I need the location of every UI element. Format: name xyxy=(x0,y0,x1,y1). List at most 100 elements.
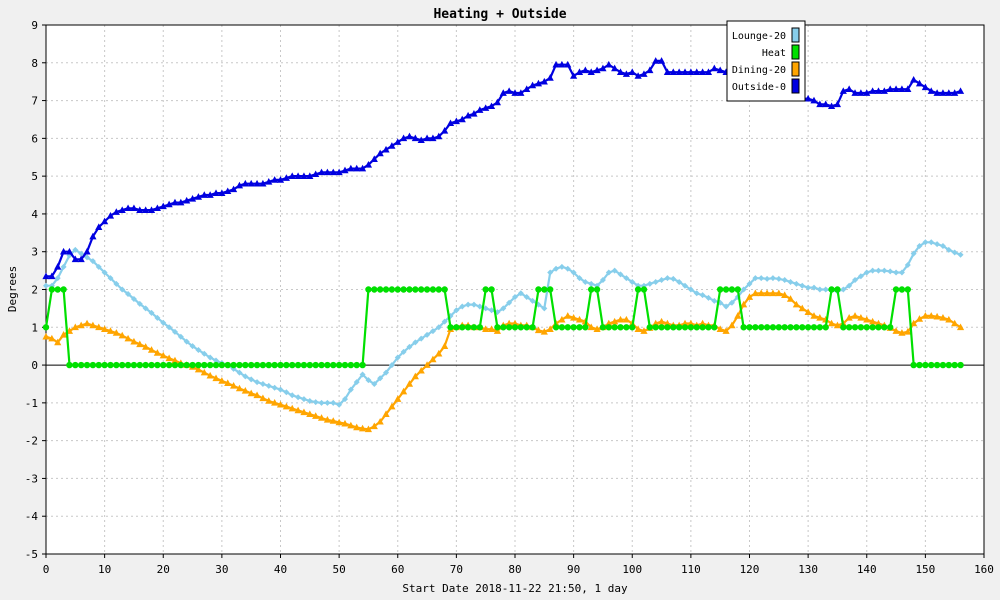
data-point xyxy=(254,379,261,386)
data-point xyxy=(241,386,249,394)
data-point xyxy=(957,361,964,369)
data-point xyxy=(910,75,918,83)
data-point xyxy=(898,269,905,276)
data-point xyxy=(324,399,331,406)
data-point xyxy=(177,198,185,206)
data-point xyxy=(716,66,724,74)
data-point xyxy=(165,354,173,362)
data-point xyxy=(289,392,296,399)
data-point xyxy=(323,416,331,423)
data-point xyxy=(271,361,278,369)
y-tick-label: 4 xyxy=(31,208,38,221)
data-point xyxy=(869,87,877,94)
data-point xyxy=(523,294,530,301)
plot-frame xyxy=(45,24,985,555)
data-point xyxy=(494,324,501,331)
data-point xyxy=(487,325,496,332)
data-point xyxy=(840,324,847,331)
data-point xyxy=(939,243,946,250)
data-point xyxy=(277,386,284,393)
data-point xyxy=(722,327,730,334)
data-point xyxy=(317,414,326,421)
data-point xyxy=(711,297,718,304)
data-point xyxy=(927,312,935,319)
data-point xyxy=(893,269,900,276)
data-point xyxy=(898,286,906,293)
data-point xyxy=(734,286,741,293)
data-point xyxy=(523,324,530,331)
data-point xyxy=(669,68,677,76)
data-point xyxy=(957,251,964,258)
data-point xyxy=(652,57,660,64)
data-point xyxy=(59,331,68,338)
data-point xyxy=(921,312,929,319)
data-point xyxy=(564,312,572,319)
legend-label: Dining-20 xyxy=(732,65,786,76)
data-point xyxy=(394,354,401,361)
data-point xyxy=(851,324,859,331)
data-point xyxy=(453,324,460,331)
data-point xyxy=(136,361,143,369)
data-point xyxy=(505,87,513,94)
data-point xyxy=(470,109,478,117)
data-point xyxy=(418,286,425,293)
data-point xyxy=(224,187,232,195)
data-point xyxy=(887,268,894,275)
data-point xyxy=(72,246,79,253)
data-point xyxy=(740,286,747,293)
data-point xyxy=(722,286,730,293)
data-point xyxy=(769,275,776,282)
series-heat xyxy=(42,286,964,369)
data-point xyxy=(758,275,765,282)
data-point xyxy=(945,315,953,323)
data-point xyxy=(465,301,472,308)
data-point xyxy=(470,324,478,331)
data-point xyxy=(265,178,273,185)
data-point xyxy=(763,324,771,331)
data-point xyxy=(810,312,818,319)
data-point xyxy=(312,361,319,369)
data-point xyxy=(371,286,378,293)
data-point xyxy=(852,277,859,284)
data-point xyxy=(822,100,830,108)
data-point xyxy=(564,324,571,331)
x-tick-label: 110 xyxy=(681,563,701,576)
data-point xyxy=(839,87,847,94)
y-tick-label: 2 xyxy=(31,284,38,297)
data-point xyxy=(153,349,161,356)
data-point xyxy=(118,331,126,339)
data-point xyxy=(786,295,795,302)
data-point xyxy=(330,399,337,406)
data-point xyxy=(482,305,489,312)
data-point xyxy=(506,299,513,306)
data-point xyxy=(752,324,759,331)
series-outside-0 xyxy=(42,57,965,280)
data-point xyxy=(147,346,156,353)
x-tick-label: 20 xyxy=(157,563,170,576)
data-point xyxy=(89,321,97,329)
data-point xyxy=(922,239,929,246)
data-point xyxy=(112,208,120,215)
data-point xyxy=(681,324,689,331)
data-point xyxy=(154,314,161,321)
data-point xyxy=(353,361,360,369)
data-point xyxy=(570,269,577,276)
data-point xyxy=(276,400,285,408)
data-point xyxy=(874,87,883,94)
data-point xyxy=(499,89,507,96)
data-point xyxy=(78,250,85,257)
data-point xyxy=(951,361,958,369)
data-point xyxy=(113,361,120,369)
data-point xyxy=(804,94,812,102)
data-point xyxy=(72,361,79,369)
data-point xyxy=(124,204,132,212)
data-point xyxy=(119,286,126,293)
data-point xyxy=(617,324,624,331)
data-point xyxy=(629,278,636,285)
chart-title: Heating + Outside xyxy=(433,7,566,22)
data-point xyxy=(253,179,261,187)
data-point xyxy=(382,145,390,153)
data-point xyxy=(546,325,554,332)
data-point xyxy=(623,324,630,331)
data-point xyxy=(910,319,918,327)
